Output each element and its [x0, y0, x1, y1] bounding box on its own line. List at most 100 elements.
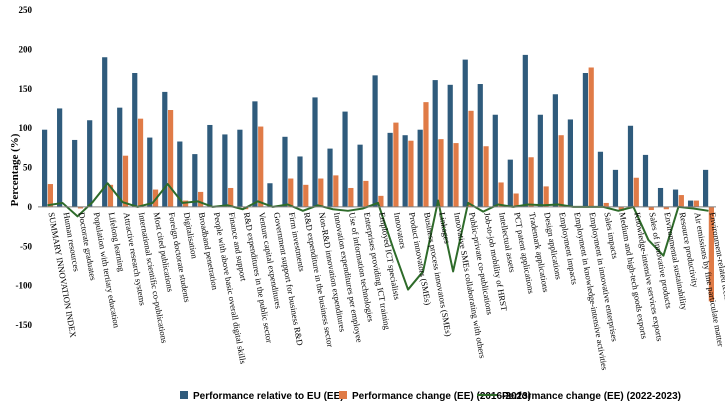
bar-change-2016-2023: [603, 202, 609, 207]
category-label: Innovators: [392, 211, 408, 250]
bar-change-2016-2023: [513, 193, 519, 207]
bar-change-2016-2023: [198, 191, 204, 207]
bar-relative-to-eu: [612, 169, 619, 207]
bar-change-2016-2023: [137, 118, 144, 207]
y-tick-label: 150: [19, 84, 33, 94]
bars: [42, 54, 714, 302]
bar-relative-to-eu: [582, 73, 589, 207]
y-tick-label: 50: [23, 163, 33, 173]
bar-change-2016-2023: [423, 102, 429, 207]
legend: Performance relative to EU (EE) Performan…: [180, 391, 681, 402]
bar-relative-to-eu: [417, 129, 423, 207]
bar-relative-to-eu: [522, 54, 528, 207]
y-tick-label: 250: [19, 5, 33, 15]
bar-change-2016-2023: [588, 67, 594, 207]
bar-relative-to-eu: [657, 187, 664, 207]
bar-change-2016-2023: [498, 182, 504, 207]
bar-relative-to-eu: [312, 97, 318, 207]
category-label: Linkages: [437, 211, 452, 244]
bar-change-2016-2023: [228, 187, 234, 207]
bar-change-2016-2023: [258, 126, 264, 207]
y-tick-label: -50: [20, 241, 32, 251]
bar-change-2016-2023: [438, 139, 444, 207]
bar-relative-to-eu: [552, 94, 558, 207]
bar-relative-to-eu: [117, 107, 123, 207]
bar-relative-to-eu: [492, 114, 498, 207]
legend-item: Performance change (EE) (2022-2023): [477, 391, 681, 402]
bar-change-2016-2023: [77, 206, 84, 209]
bar-change-2016-2023: [633, 177, 639, 207]
bar-relative-to-eu: [57, 108, 63, 207]
bar-change-2016-2023: [453, 143, 459, 207]
bar-change-2016-2023: [663, 206, 669, 210]
bar-relative-to-eu: [282, 136, 288, 207]
bar-relative-to-eu: [432, 80, 438, 207]
bar-change-2016-2023: [618, 206, 624, 211]
bar-change-2016-2023: [348, 187, 354, 207]
bar-relative-to-eu: [507, 159, 513, 207]
legend-label: Performance change (EE) (2022-2023): [502, 391, 681, 402]
bar-relative-to-eu: [567, 119, 573, 207]
bar-change-2016-2023: [107, 184, 114, 207]
bar-change-2016-2023: [468, 110, 474, 207]
bar-change-2016-2023: [558, 135, 564, 207]
bar-relative-to-eu: [687, 200, 694, 207]
y-tick-label: -150: [16, 320, 33, 330]
bar-relative-to-eu: [342, 111, 348, 207]
y-tick-label: -100: [16, 281, 33, 291]
bar-relative-to-eu: [162, 91, 168, 207]
bar-change-2016-2023: [122, 155, 129, 207]
bar-relative-to-eu: [297, 156, 303, 207]
legend-item: Performance change (EE) (2016-2023): [339, 391, 531, 402]
bar-relative-to-eu: [597, 151, 604, 207]
bar-change-2016-2023: [408, 140, 414, 207]
bar-change-2016-2023: [47, 184, 54, 207]
bar-change-2016-2023: [483, 146, 489, 207]
bar-relative-to-eu: [447, 84, 453, 207]
bar-relative-to-eu: [147, 137, 153, 207]
bar-relative-to-eu: [387, 132, 393, 207]
bar-relative-to-eu: [72, 139, 78, 207]
bar-relative-to-eu: [672, 189, 679, 207]
y-tick-label: 100: [19, 123, 33, 133]
bar-relative-to-eu: [372, 75, 378, 207]
bar-relative-to-eu: [462, 59, 468, 207]
bar-change-2016-2023: [183, 200, 189, 207]
legend-label: Performance change (EE) (2016-2023): [352, 391, 531, 402]
bar-relative-to-eu: [192, 154, 198, 207]
bar-change-2016-2023: [167, 110, 174, 207]
bar-relative-to-eu: [42, 129, 48, 207]
y-tick-label: 200: [19, 44, 33, 54]
bar-relative-to-eu: [477, 84, 483, 207]
bar-relative-to-eu: [87, 120, 93, 207]
bar-relative-to-eu: [132, 73, 138, 207]
bar-relative-to-eu: [402, 135, 408, 207]
bar-change-2016-2023: [288, 178, 294, 207]
legend-swatch: [180, 391, 188, 399]
bar-change-2016-2023: [708, 206, 714, 302]
bar-change-2016-2023: [648, 206, 654, 211]
y-axis-title: Percentage (%): [9, 133, 21, 206]
legend-item: Performance relative to EU (EE): [180, 391, 344, 402]
bar-relative-to-eu: [627, 125, 634, 207]
bar-relative-to-eu: [102, 57, 108, 207]
bar-relative-to-eu: [537, 114, 543, 207]
bar-change-2016-2023: [693, 200, 699, 207]
y-axis-title-group: Percentage (%): [9, 133, 21, 206]
bar-change-2016-2023: [678, 195, 684, 207]
bar-relative-to-eu: [702, 169, 709, 207]
bar-relative-to-eu: [237, 129, 243, 207]
bar-change-2016-2023: [528, 157, 534, 207]
y-tick-label: 0: [28, 202, 33, 212]
bar-change-2016-2023: [543, 186, 549, 207]
bar-relative-to-eu: [267, 183, 273, 207]
bar-change-2016-2023: [378, 195, 384, 207]
bar-relative-to-eu: [642, 154, 649, 207]
bar-change-2016-2023: [318, 178, 324, 207]
bar-relative-to-eu: [357, 144, 363, 207]
bar-change-2016-2023: [363, 180, 369, 207]
bar-relative-to-eu: [177, 141, 183, 207]
bar-relative-to-eu: [207, 124, 213, 207]
